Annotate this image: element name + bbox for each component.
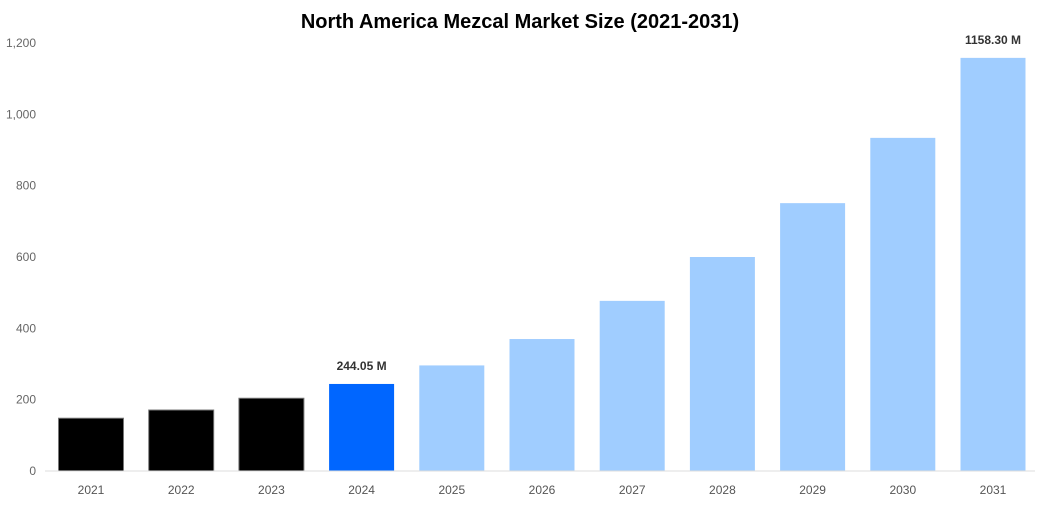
x-tick-label: 2021	[78, 483, 105, 497]
y-tick-label: 600	[16, 250, 36, 264]
y-axis: 0 200 400 600 800 1,000 1,200	[6, 36, 36, 478]
bar-2023	[238, 397, 305, 472]
bar-2025	[419, 365, 485, 471]
x-tick-label: 2023	[258, 483, 285, 497]
y-tick-label: 200	[16, 393, 36, 407]
bar-2027	[599, 300, 665, 471]
bar-2026	[509, 339, 575, 471]
x-tick-label: 2025	[438, 483, 465, 497]
y-tick-label: 1,000	[6, 107, 36, 121]
x-tick-label: 2030	[889, 483, 916, 497]
bar-2030	[870, 137, 936, 471]
bar-2024	[329, 383, 395, 471]
y-tick-label: 800	[16, 179, 36, 193]
bar-2029	[780, 203, 846, 472]
y-tick-label: 1,200	[6, 36, 36, 50]
chart-title: North America Mezcal Market Size (2021-2…	[301, 11, 739, 33]
bars: 244.05 M 1158.30 M	[58, 33, 1026, 472]
x-tick-label: 2028	[709, 483, 736, 497]
bar-2021	[58, 417, 124, 472]
x-axis: 2021 2022 2023 2024 2025 2026 2027 2028 2029 2030…	[78, 483, 1007, 497]
bar-2031	[960, 57, 1026, 472]
y-tick-label: 400	[16, 321, 36, 335]
x-tick-label: 2027	[619, 483, 646, 497]
bar-2022	[148, 409, 215, 472]
x-tick-label: 2031	[980, 483, 1007, 497]
data-label: 1158.30 M	[965, 33, 1021, 47]
x-tick-label: 2029	[799, 483, 826, 497]
x-tick-label: 2024	[348, 483, 375, 497]
data-label: 244.05 M	[337, 359, 387, 373]
y-tick-label: 0	[29, 464, 36, 478]
x-tick-label: 2026	[529, 483, 556, 497]
bar-2028	[689, 257, 755, 471]
x-tick-label: 2022	[168, 483, 195, 497]
